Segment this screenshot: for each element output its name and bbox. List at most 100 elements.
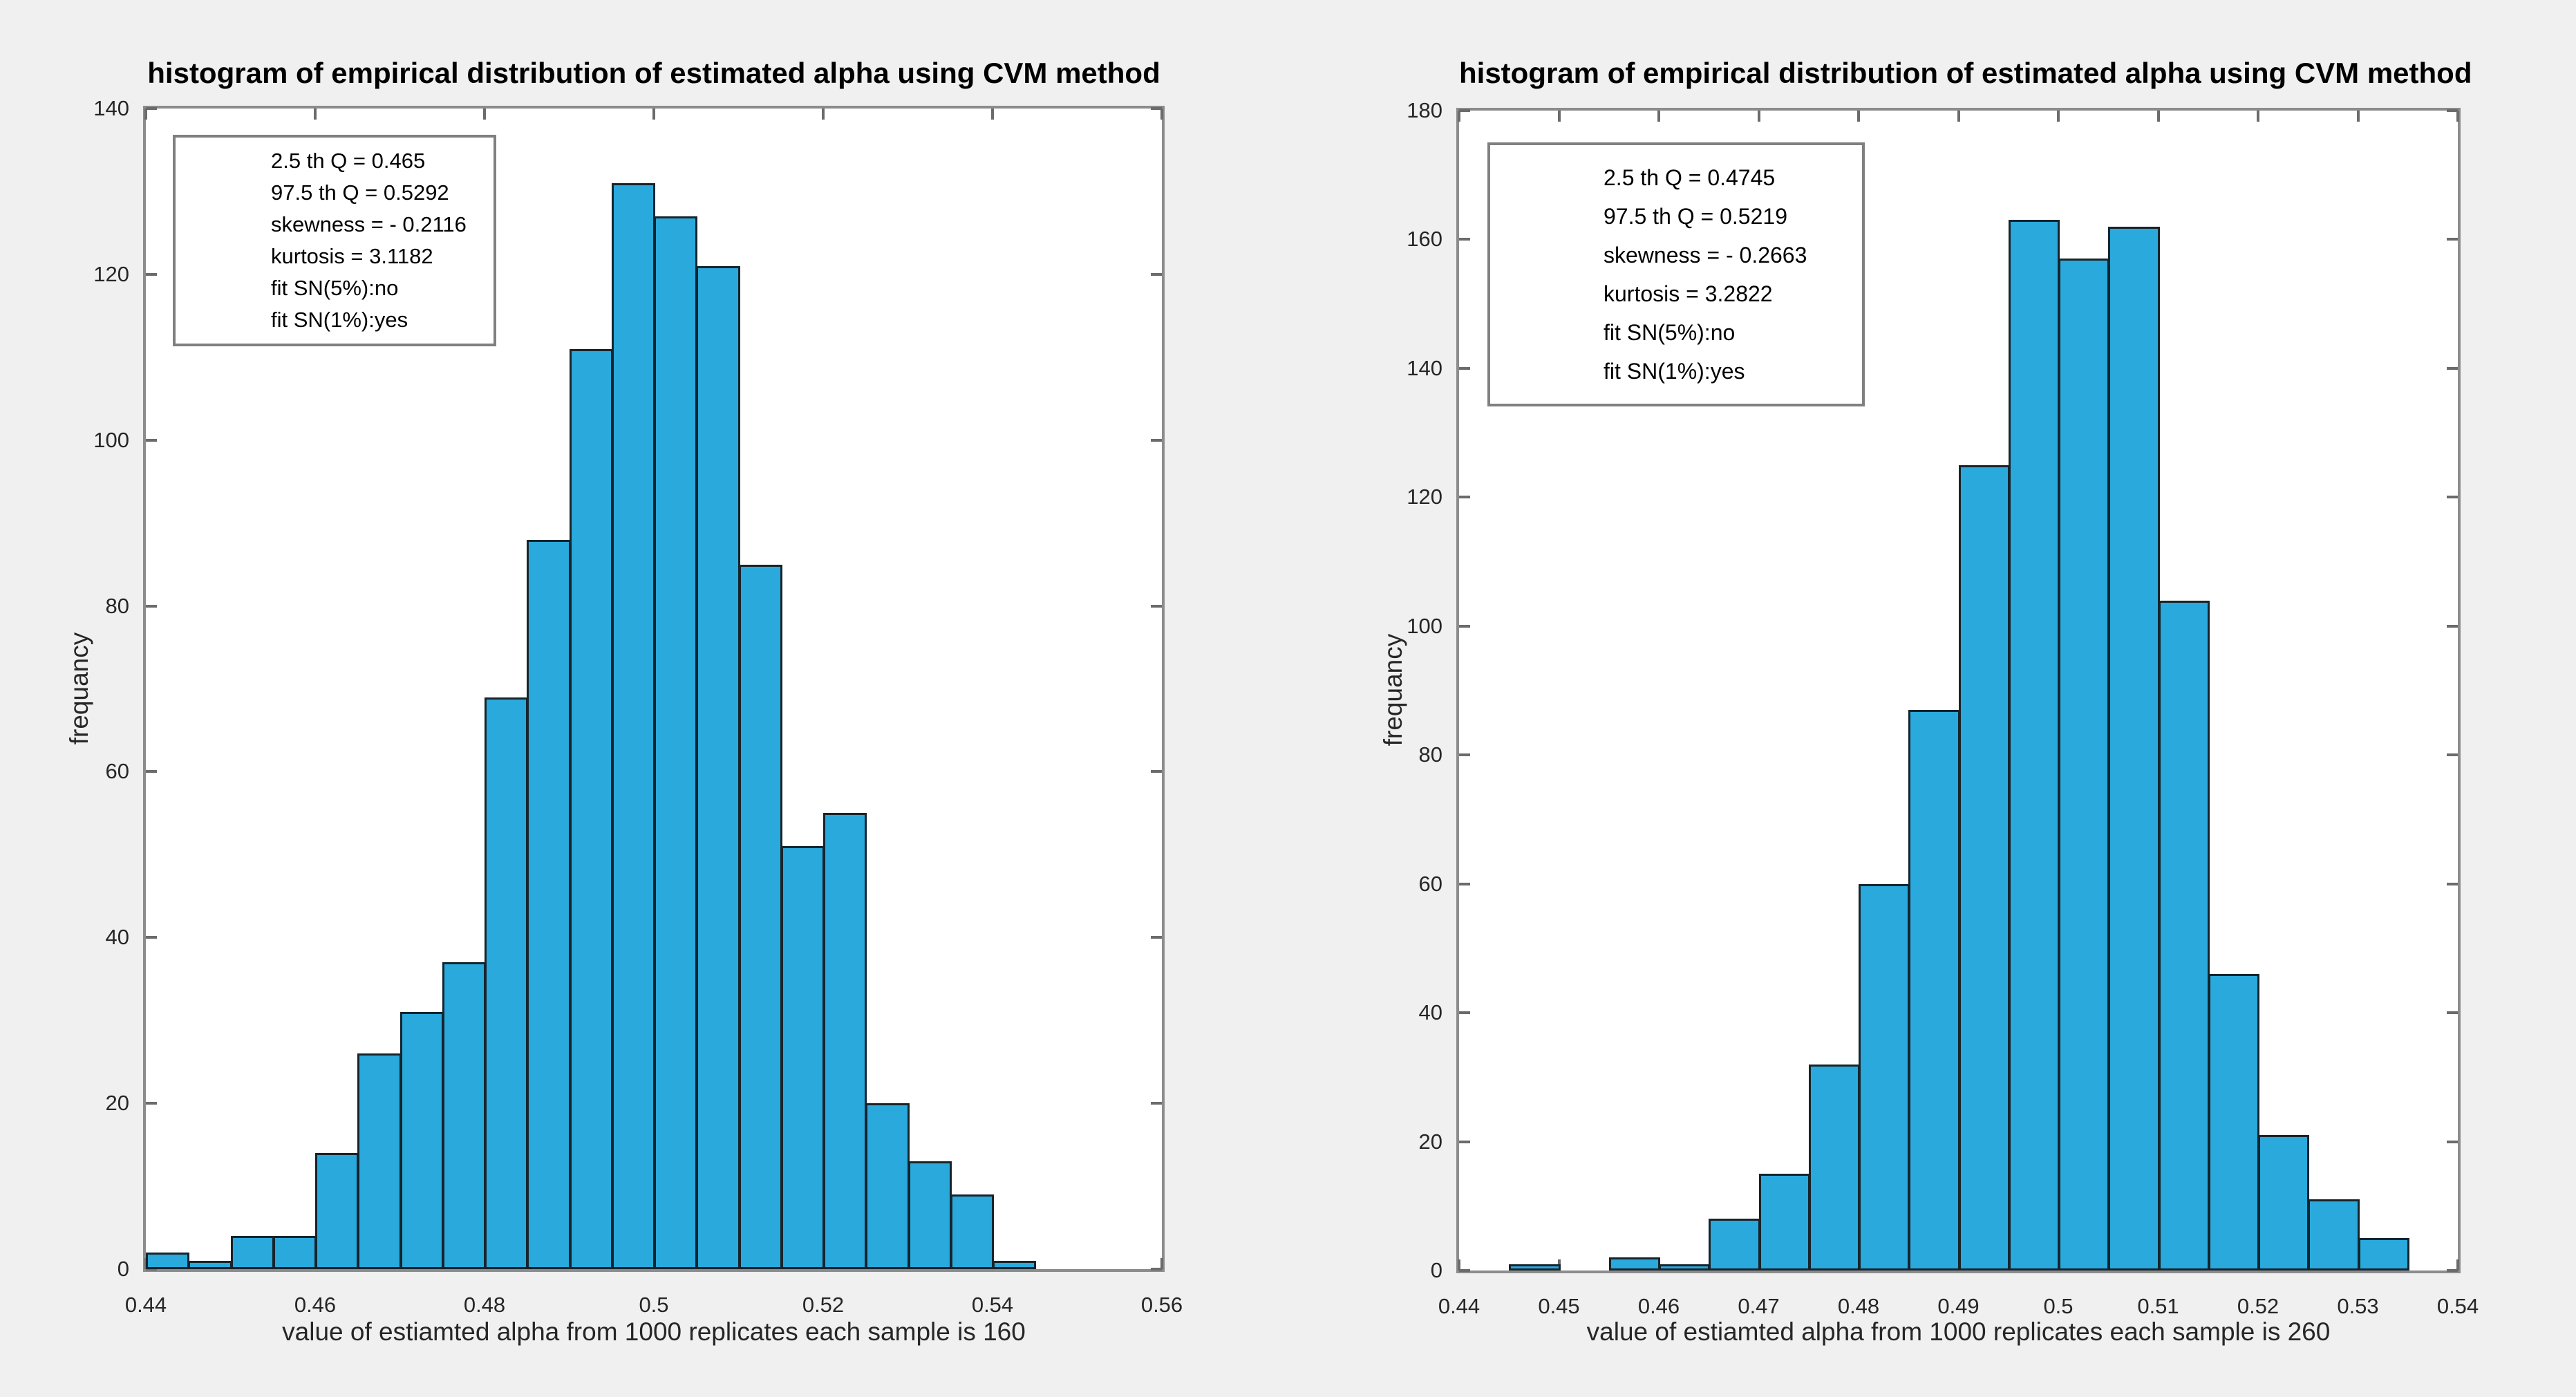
histogram-bar [315, 1153, 359, 1269]
x-tick-mark [991, 109, 994, 120]
stats-annotation-box: 2.5 th Q = 0.4745 97.5 th Q = 0.5219 ske… [1487, 142, 1865, 406]
stat-fit-sn5: fit SN(5%):no [271, 276, 399, 300]
histogram-bar [2158, 600, 2210, 1271]
histogram-bar [1608, 1257, 1660, 1271]
histogram-bar [569, 348, 613, 1269]
y-tick-label: 120 [93, 261, 129, 286]
y-tick-mark [1151, 604, 1162, 608]
histogram-bar [738, 564, 782, 1269]
histogram-bar [2358, 1238, 2409, 1271]
x-tick-label: 0.45 [1538, 1294, 1580, 1318]
y-tick-label: 0 [117, 1257, 129, 1281]
stat-skewness: skewness = - 0.2116 [271, 212, 467, 236]
histogram-bar [188, 1261, 232, 1269]
histogram-bar [527, 539, 571, 1269]
histogram-bar [399, 1012, 444, 1269]
stat-quantile-high: 97.5 th Q = 0.5219 [1604, 204, 1787, 229]
histogram-bar [1859, 883, 1910, 1271]
histogram-bar [950, 1194, 994, 1269]
x-tick-label: 0.47 [1738, 1294, 1780, 1318]
histogram-bar [2058, 259, 2110, 1271]
y-tick-mark [1151, 438, 1162, 442]
stat-quantile-low: 2.5 th Q = 0.465 [271, 149, 426, 173]
y-tick-mark [1459, 109, 1470, 112]
y-tick-mark [146, 1102, 157, 1105]
y-tick-mark [1459, 882, 1470, 885]
histogram-bar [2108, 226, 2160, 1271]
y-tick-mark [2447, 624, 2458, 628]
y-tick-mark [146, 770, 157, 773]
stat-quantile-high: 97.5 th Q = 0.5292 [271, 180, 449, 205]
y-tick-mark [1459, 238, 1470, 241]
histogram-bar [1958, 465, 2010, 1271]
y-tick-label: 80 [1418, 742, 1442, 767]
x-tick-label: 0.44 [1438, 1294, 1480, 1318]
x-tick-label: 0.5 [639, 1293, 669, 1317]
y-tick-mark [2447, 1269, 2458, 1272]
x-tick-label: 0.56 [1140, 1293, 1183, 1317]
histogram-bar [780, 846, 825, 1269]
x-tick-mark [2456, 1259, 2459, 1271]
histogram-bar [1908, 709, 1960, 1271]
y-tick-mark [146, 272, 157, 276]
x-tick-label: 0.46 [294, 1293, 337, 1317]
x-tick-mark [314, 109, 317, 120]
y-tick-mark [1459, 496, 1470, 499]
y-tick-mark [1151, 272, 1162, 276]
histogram-bar [2308, 1199, 2360, 1271]
y-tick-mark [1151, 936, 1162, 939]
histogram-bar [1808, 1064, 1860, 1271]
y-tick-mark [146, 936, 157, 939]
x-tick-mark [2456, 111, 2459, 122]
x-tick-label: 0.48 [463, 1293, 506, 1317]
x-tick-label: 0.54 [2436, 1294, 2479, 1318]
y-tick-label: 20 [1418, 1129, 1442, 1154]
histogram-bar [2008, 220, 2060, 1271]
histogram-bar [823, 813, 867, 1269]
y-tick-label: 180 [1407, 98, 1442, 122]
histogram-bar [1709, 1219, 1760, 1271]
histogram-bar [485, 697, 529, 1269]
y-tick-label: 160 [1407, 227, 1442, 252]
y-tick-mark [2447, 753, 2458, 757]
y-tick-label: 140 [93, 96, 129, 120]
chart-title: histogram of empirical distribution of e… [147, 57, 1160, 89]
x-tick-label: 0.52 [2237, 1294, 2279, 1318]
histogram-bar [146, 1253, 190, 1269]
y-tick-label: 140 [1407, 355, 1442, 380]
x-tick-mark [2257, 111, 2259, 122]
stat-kurtosis: kurtosis = 3.1182 [271, 244, 433, 268]
x-tick-mark [1160, 109, 1163, 120]
y-tick-mark [1459, 1011, 1470, 1015]
x-tick-label: 0.54 [971, 1293, 1014, 1317]
x-tick-mark [1757, 111, 1760, 122]
x-tick-mark [144, 109, 147, 120]
y-tick-mark [1459, 1140, 1470, 1143]
y-tick-label: 120 [1407, 485, 1442, 509]
x-tick-mark [2356, 111, 2360, 122]
y-tick-mark [1459, 366, 1470, 370]
y-tick-mark [2447, 496, 2458, 499]
x-tick-mark [483, 109, 486, 120]
histogram-bar [908, 1161, 952, 1269]
y-tick-label: 40 [105, 925, 129, 950]
y-tick-mark [2447, 109, 2458, 112]
histogram-bar [230, 1236, 274, 1269]
x-tick-mark [1160, 1258, 1163, 1269]
stat-skewness: skewness = - 0.2663 [1604, 243, 1807, 268]
x-tick-label: 0.44 [124, 1293, 167, 1317]
y-tick-mark [146, 438, 157, 442]
y-tick-label: 40 [1418, 1000, 1442, 1025]
x-tick-mark [1458, 1259, 1460, 1271]
y-tick-label: 60 [105, 759, 129, 784]
stat-fit-sn1: fit SN(1%):yes [271, 308, 408, 332]
x-tick-mark [1657, 111, 1660, 122]
x-tick-label: 0.5 [2043, 1294, 2074, 1318]
x-tick-label: 0.46 [1637, 1294, 1680, 1318]
y-tick-mark [1151, 1102, 1162, 1105]
histogram-bar [357, 1053, 402, 1269]
y-tick-label: 20 [105, 1091, 129, 1116]
y-tick-label: 100 [1407, 613, 1442, 638]
histogram-bar [2208, 974, 2259, 1271]
